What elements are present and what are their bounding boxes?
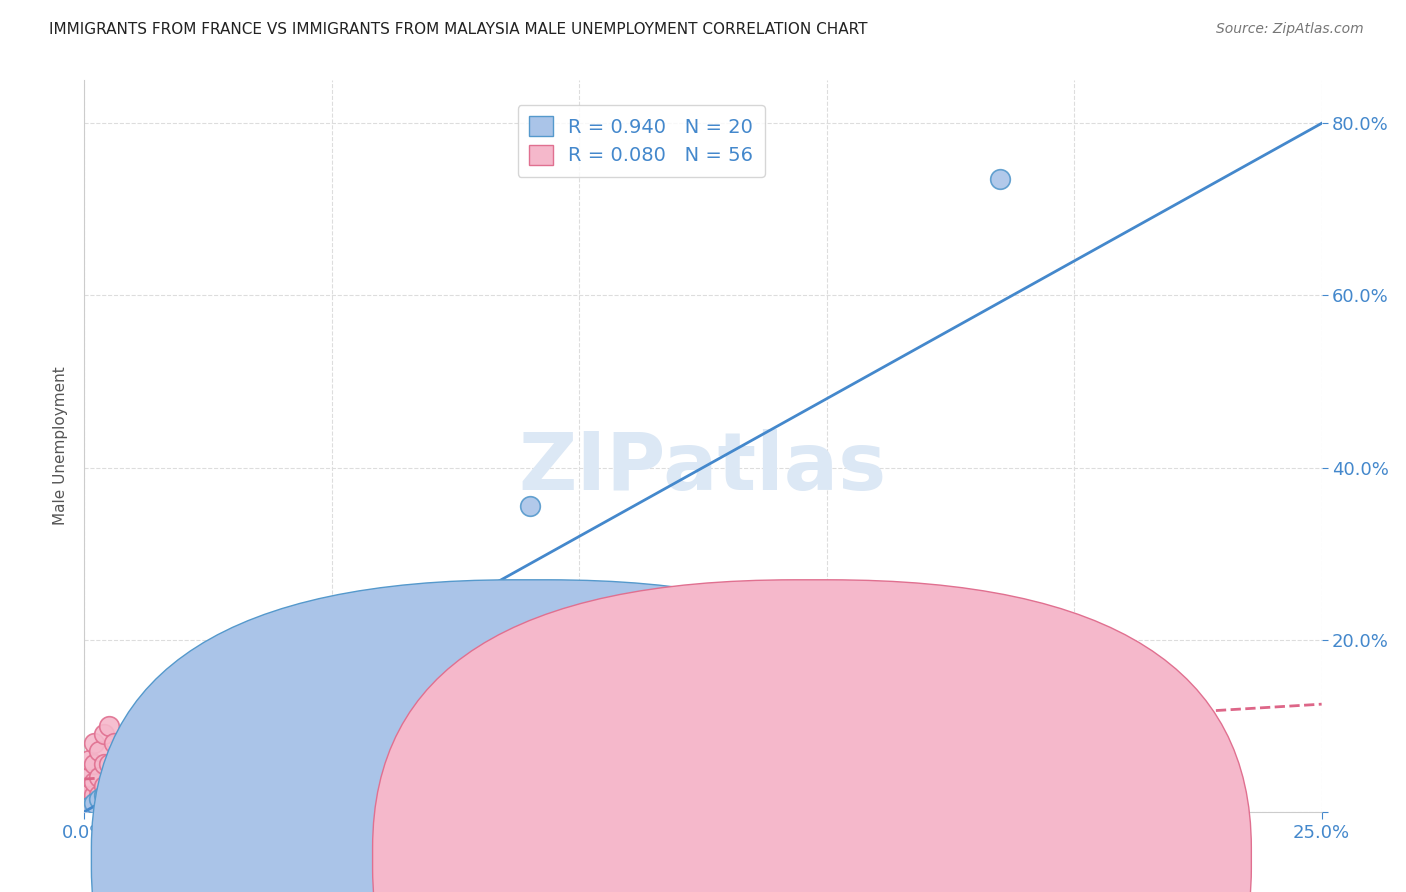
Point — [617, 788, 640, 802]
Point — [181, 788, 204, 802]
Point — [89, 788, 111, 802]
Point — [207, 788, 229, 802]
Point — [112, 766, 135, 780]
Point — [519, 783, 541, 797]
Point — [172, 710, 194, 724]
Point — [83, 757, 105, 772]
Point — [89, 744, 111, 758]
Point — [83, 774, 105, 789]
Point — [98, 783, 121, 797]
Point — [98, 779, 121, 793]
Point — [122, 766, 145, 780]
Point — [103, 788, 125, 802]
Point — [138, 783, 160, 797]
Point — [108, 774, 131, 789]
Point — [271, 680, 294, 694]
Point — [122, 788, 145, 802]
Point — [444, 788, 467, 802]
Point — [152, 727, 174, 741]
Text: Immigrants from Malaysia: Immigrants from Malaysia — [837, 849, 1053, 867]
Point — [281, 783, 304, 797]
Point — [108, 774, 131, 789]
Point — [98, 796, 121, 810]
Point — [93, 796, 115, 810]
Point — [89, 770, 111, 784]
Text: Source: ZipAtlas.com: Source: ZipAtlas.com — [1216, 22, 1364, 37]
Legend: R = 0.940   N = 20, R = 0.080   N = 56: R = 0.940 N = 20, R = 0.080 N = 56 — [517, 104, 765, 177]
Point — [593, 693, 616, 707]
Point — [138, 744, 160, 758]
Point — [142, 792, 165, 806]
Point — [83, 788, 105, 802]
Point — [370, 783, 392, 797]
Point — [83, 736, 105, 750]
Point — [83, 796, 105, 810]
Point — [128, 779, 150, 793]
Point — [246, 788, 269, 802]
Point — [112, 788, 135, 802]
Point — [93, 779, 115, 793]
Point — [172, 779, 194, 793]
Point — [103, 736, 125, 750]
Point — [222, 783, 245, 797]
Point — [108, 796, 131, 810]
Text: ZIPatlas: ZIPatlas — [519, 429, 887, 507]
Point — [89, 796, 111, 810]
Point — [148, 788, 170, 802]
Point — [157, 788, 180, 802]
Point — [321, 788, 343, 802]
Point — [132, 792, 155, 806]
Point — [79, 770, 101, 784]
Point — [89, 792, 111, 806]
Y-axis label: Male Unemployment: Male Unemployment — [53, 367, 69, 525]
Point — [162, 783, 184, 797]
Point — [108, 748, 131, 763]
Point — [152, 792, 174, 806]
Text: IMMIGRANTS FROM FRANCE VS IMMIGRANTS FROM MALAYSIA MALE UNEMPLOYMENT CORRELATION: IMMIGRANTS FROM FRANCE VS IMMIGRANTS FRO… — [49, 22, 868, 37]
Point — [93, 788, 115, 802]
Point — [79, 783, 101, 797]
Point — [118, 766, 141, 780]
Point — [93, 727, 115, 741]
Point — [93, 757, 115, 772]
Point — [197, 684, 219, 698]
Point — [128, 757, 150, 772]
Point — [79, 792, 101, 806]
Point — [103, 770, 125, 784]
Point — [103, 779, 125, 793]
Text: Immigrants from France: Immigrants from France — [555, 849, 755, 867]
Point — [232, 671, 254, 685]
Point — [118, 796, 141, 810]
Point — [395, 654, 418, 668]
Point — [865, 757, 887, 772]
Point — [118, 774, 141, 789]
Point — [519, 500, 541, 514]
Point — [988, 172, 1011, 186]
Point — [98, 757, 121, 772]
Point — [79, 753, 101, 767]
Point — [83, 796, 105, 810]
Point — [128, 796, 150, 810]
Point — [79, 800, 101, 814]
Point — [321, 658, 343, 673]
Point — [98, 719, 121, 733]
Point — [76, 788, 98, 802]
Point — [191, 783, 214, 797]
